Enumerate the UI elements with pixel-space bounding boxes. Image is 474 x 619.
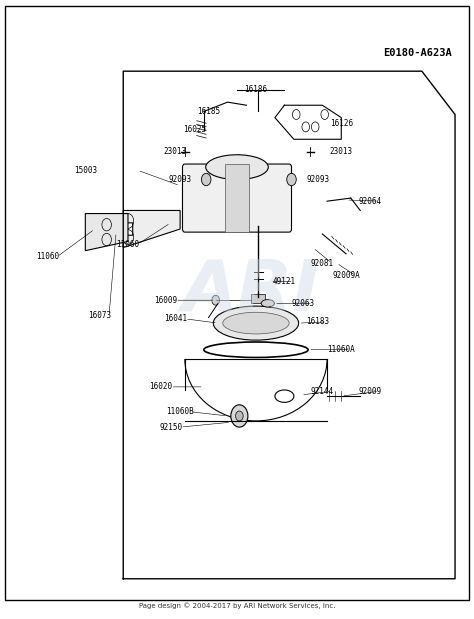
Text: 11060: 11060 xyxy=(117,240,139,249)
Text: Page design © 2004-2017 by ARI Network Services, Inc.: Page design © 2004-2017 by ARI Network S… xyxy=(139,602,335,608)
Text: 16126: 16126 xyxy=(330,119,353,128)
Circle shape xyxy=(201,173,211,186)
Circle shape xyxy=(236,411,243,421)
Text: 11060: 11060 xyxy=(36,253,59,261)
Text: 16186: 16186 xyxy=(245,85,267,94)
Circle shape xyxy=(231,405,248,427)
Text: 92150: 92150 xyxy=(159,423,182,431)
Text: 92009A: 92009A xyxy=(332,271,360,280)
Text: 11060A: 11060A xyxy=(328,345,355,354)
Ellipse shape xyxy=(223,313,289,334)
Bar xyxy=(251,294,265,303)
Text: 16183: 16183 xyxy=(306,318,329,326)
Text: 92093: 92093 xyxy=(169,175,191,184)
Text: 16041: 16041 xyxy=(164,314,187,323)
Text: 92081: 92081 xyxy=(311,259,334,267)
Text: 16009: 16009 xyxy=(155,296,177,305)
FancyBboxPatch shape xyxy=(182,164,292,232)
Circle shape xyxy=(212,295,219,305)
Text: 11060B: 11060B xyxy=(166,407,194,416)
Ellipse shape xyxy=(261,300,274,307)
Text: 23013: 23013 xyxy=(164,147,187,156)
Bar xyxy=(225,164,249,232)
Text: ARI: ARI xyxy=(182,256,320,326)
Ellipse shape xyxy=(213,306,299,340)
Text: 15003: 15003 xyxy=(74,166,97,175)
Text: 16020: 16020 xyxy=(150,383,173,391)
Text: 49121: 49121 xyxy=(273,277,296,286)
Text: 23013: 23013 xyxy=(330,147,353,156)
Text: 16185: 16185 xyxy=(197,107,220,116)
Text: 92144: 92144 xyxy=(311,387,334,396)
Polygon shape xyxy=(123,210,180,248)
Text: 92063: 92063 xyxy=(292,299,315,308)
Text: 92009: 92009 xyxy=(358,387,381,396)
Circle shape xyxy=(287,173,296,186)
Ellipse shape xyxy=(206,155,268,180)
Text: 92064: 92064 xyxy=(358,197,381,206)
Text: E0180-A623A: E0180-A623A xyxy=(383,48,452,58)
Text: 92093: 92093 xyxy=(306,175,329,184)
Polygon shape xyxy=(85,214,128,251)
Text: 16073: 16073 xyxy=(88,311,111,320)
Text: 16025: 16025 xyxy=(183,126,206,134)
